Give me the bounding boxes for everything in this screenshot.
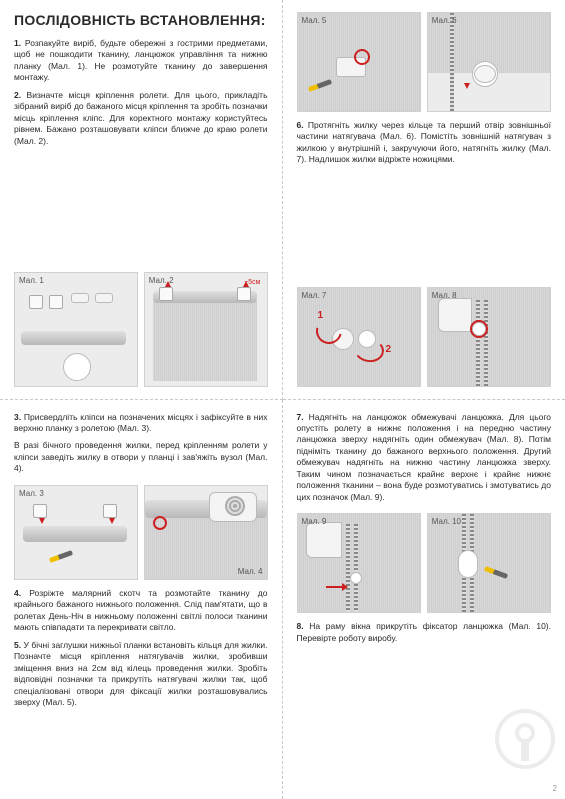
step-4: 4. Розріжте малярний скотч та розмотайте… — [14, 588, 268, 634]
figure-2: Мал. 2 ~5см — [144, 272, 268, 387]
watermark-icon — [495, 709, 555, 769]
figure-row-5-6: Мал. 5 Мал. 6 — [297, 12, 552, 112]
figure-9: Мал. 9 — [297, 513, 421, 613]
step-3: 3. Присвердліть кліпси на позначених міс… — [14, 412, 268, 435]
step-2: 2. Визначте місця кріплення ролети. Для … — [14, 90, 268, 147]
step-8: 8. На раму вікна прикрутіть фіксатор лан… — [297, 621, 552, 644]
step-5: 5. У бічні заглушки нижньої планки встан… — [14, 640, 268, 709]
page-title: ПОСЛІДОВНІСТЬ ВСТАНОВЛЕННЯ: — [14, 12, 268, 28]
figure-1: Мал. 1 — [14, 272, 138, 387]
figure-4: Мал. 4 — [144, 485, 268, 580]
step-6: 6. Протягніть жилку через кільце та перш… — [297, 120, 552, 166]
figure-10: Мал. 10 — [427, 513, 551, 613]
page-number: 2 — [553, 784, 557, 793]
figure-8: Мал. 8 — [427, 287, 551, 387]
step-7: 7. Надягніть на ланцюжок обмежувачі ланц… — [297, 412, 552, 504]
section-4: 7. Надягніть на ланцюжок обмежувачі ланц… — [283, 400, 565, 799]
figure-3: Мал. 3 — [14, 485, 138, 580]
figure-row-7-8: Мал. 7 1 2 Мал. 8 — [297, 287, 552, 387]
step-3b: В разі бічного проведення жилки, перед к… — [14, 440, 268, 474]
figure-row-3-4: Мал. 3 Мал. 4 — [14, 485, 268, 580]
instruction-page: ПОСЛІДОВНІСТЬ ВСТАНОВЛЕННЯ: 1. Розпакуйт… — [0, 0, 565, 799]
figure-6: Мал. 6 — [427, 12, 551, 112]
step-1: 1. Розпакуйте виріб, будьте обережні з г… — [14, 38, 268, 84]
figure-row-9-10: Мал. 9 Мал. 10 — [297, 513, 552, 613]
figure-7: Мал. 7 1 2 — [297, 287, 421, 387]
section-1: ПОСЛІДОВНІСТЬ ВСТАНОВЛЕННЯ: 1. Розпакуйт… — [0, 0, 283, 400]
figure-5: Мал. 5 — [297, 12, 421, 112]
section-2: Мал. 5 Мал. 6 6. Протягніть жилку через … — [283, 0, 565, 400]
figure-row-1-2: Мал. 1 Мал. 2 ~5см — [14, 272, 268, 387]
section-3: 3. Присвердліть кліпси на позначених міс… — [0, 400, 283, 799]
